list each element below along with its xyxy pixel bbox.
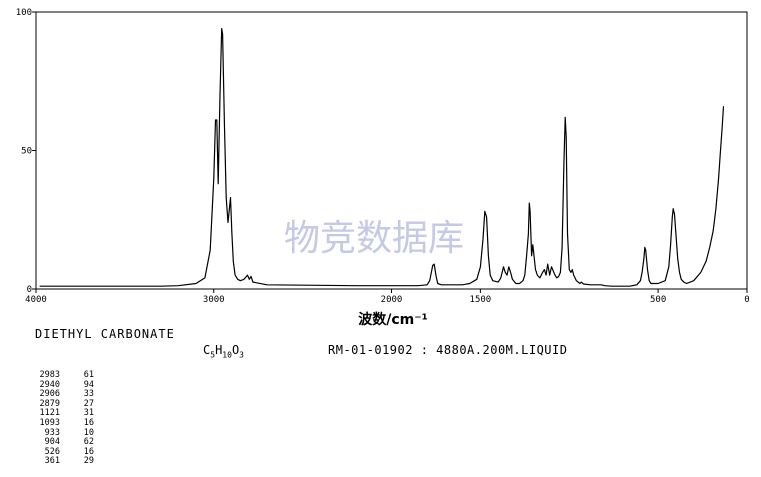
peak-intensity: 10 bbox=[83, 427, 94, 438]
peak-row: 1121 31 bbox=[36, 409, 94, 419]
x-tick-label: 0 bbox=[744, 295, 749, 305]
x-tick-label: 500 bbox=[650, 295, 666, 305]
spectrum-id: RM-01-01902 : 4880A.200M.LIQUID bbox=[328, 343, 568, 357]
peak-wavenumber: 2906 bbox=[39, 389, 60, 400]
peak-intensity: 29 bbox=[83, 456, 94, 467]
peak-wavenumber: 526 bbox=[44, 446, 60, 457]
compound-name: DIETHYL CARBONATE bbox=[35, 327, 175, 341]
peak-intensity: 27 bbox=[83, 398, 94, 409]
peak-intensity: 33 bbox=[83, 389, 94, 400]
chart-series bbox=[39, 28, 725, 287]
y-tick-label: 0 bbox=[27, 285, 32, 295]
y-tick-label: 50 bbox=[21, 147, 32, 157]
peak-row: 2906 33 bbox=[36, 390, 94, 400]
peak-row: 2879 27 bbox=[36, 398, 94, 410]
watermark: 物竞数据库 bbox=[284, 218, 464, 259]
chart-ticks: 4000 3000 2000 1500 500 0 0 50 100 bbox=[16, 8, 750, 305]
peak-wavenumber: 2940 bbox=[39, 379, 60, 390]
peak-intensity: 62 bbox=[83, 437, 94, 448]
spectrum-chart: 4000 3000 2000 1500 500 0 0 50 100 物竞数据库 波数/cm⁻¹ bbox=[16, 8, 750, 328]
molecular-formula: C5H10O3 bbox=[203, 343, 244, 360]
peak-wavenumber: 933 bbox=[44, 427, 60, 438]
peak-wavenumber: 1121 bbox=[39, 408, 60, 419]
x-tick-label: 1500 bbox=[470, 295, 492, 305]
y-tick-label: 100 bbox=[16, 8, 32, 18]
peak-intensity: 61 bbox=[83, 370, 94, 380]
peak-row: 361 29 bbox=[36, 457, 94, 467]
x-tick-label: 2000 bbox=[381, 295, 403, 305]
peak-intensity: 16 bbox=[83, 446, 94, 457]
x-axis-label: 波数/cm⁻¹ bbox=[358, 311, 428, 328]
peak-wavenumber: 2983 bbox=[39, 370, 60, 380]
peak-table: 2983 61 2940 94 2906 33 2879 27 1121 31 1093 16 933 1… bbox=[36, 370, 94, 467]
peak-row: 933 10 bbox=[36, 427, 94, 439]
x-tick-label: 3000 bbox=[203, 295, 225, 305]
peak-intensity: 16 bbox=[83, 417, 94, 428]
x-tick-label: 4000 bbox=[25, 295, 47, 305]
peak-intensity: 31 bbox=[83, 408, 94, 419]
peak-row: 904 62 bbox=[36, 438, 94, 448]
peak-row: 2940 94 bbox=[36, 379, 94, 391]
peak-wavenumber: 2879 bbox=[39, 398, 60, 409]
peak-row: 526 16 bbox=[36, 446, 94, 458]
peak-wavenumber: 904 bbox=[44, 437, 60, 448]
peak-wavenumber: 361 bbox=[44, 456, 60, 467]
peak-row: 1093 16 bbox=[36, 417, 94, 429]
peak-intensity: 94 bbox=[83, 379, 94, 390]
peak-row: 2983 61 bbox=[36, 370, 94, 381]
spectrum-line bbox=[39, 28, 725, 287]
peak-wavenumber: 1093 bbox=[39, 417, 60, 428]
